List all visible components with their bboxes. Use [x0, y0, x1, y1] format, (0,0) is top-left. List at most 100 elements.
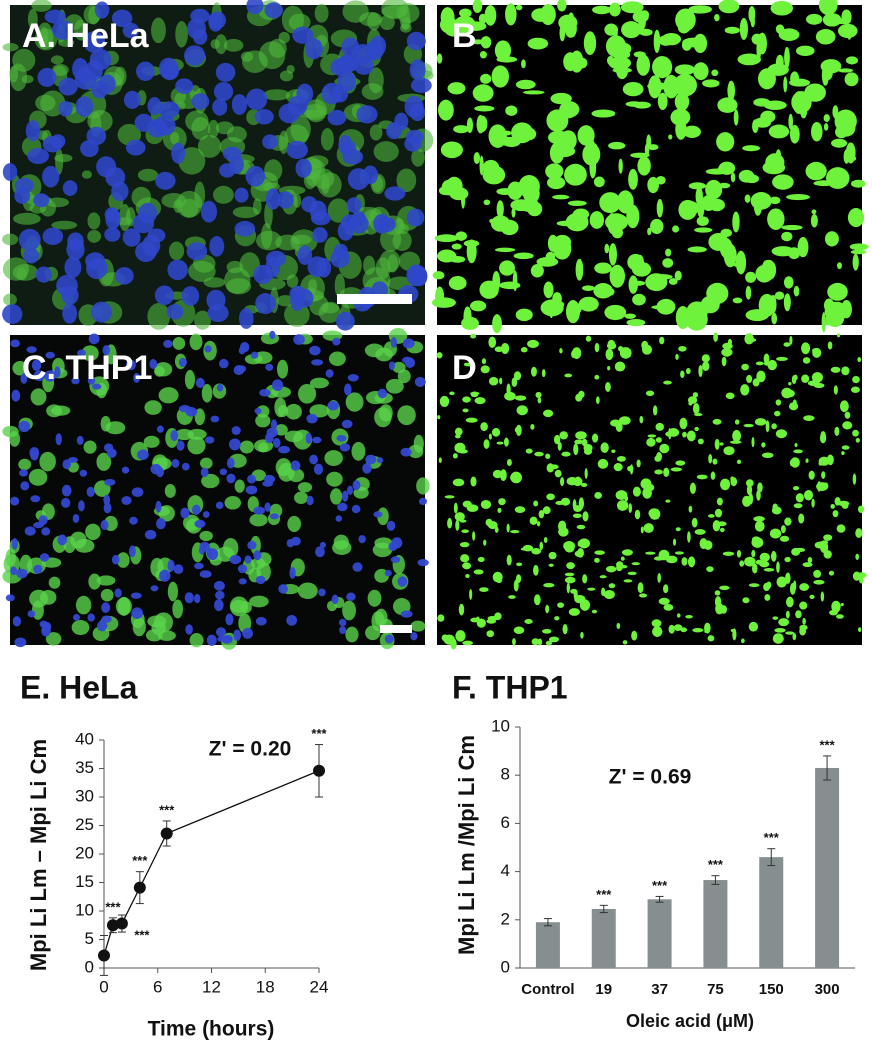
texture: [781, 224, 803, 231]
texture: [620, 556, 625, 561]
texture: [615, 490, 628, 501]
texture: [640, 478, 652, 490]
texture: [96, 620, 108, 632]
texture: [62, 180, 78, 196]
texture: [2, 425, 19, 438]
texture: [438, 99, 454, 121]
texture: [483, 539, 487, 546]
texture: [604, 23, 618, 36]
texture: [536, 256, 559, 267]
texture: [597, 458, 609, 469]
texture: [376, 457, 384, 464]
texture: [194, 310, 212, 330]
texture: [531, 638, 540, 646]
texture: [301, 196, 318, 213]
texture: [332, 540, 352, 555]
texture: [651, 619, 662, 628]
texture: [10, 496, 20, 506]
texture: [75, 595, 92, 615]
texture: [156, 425, 164, 433]
texture: [732, 211, 740, 233]
texture: [608, 583, 616, 589]
texture: [836, 524, 846, 533]
texture: [663, 604, 674, 611]
texture: [713, 332, 719, 342]
texture: [850, 249, 867, 255]
texture: [794, 442, 798, 448]
texture: [836, 333, 841, 338]
texture: [757, 68, 776, 90]
texture: [138, 202, 158, 224]
texture: [406, 208, 425, 227]
texture: [474, 397, 486, 405]
texture: [702, 79, 720, 88]
texture: [255, 616, 267, 626]
texture: [594, 492, 602, 499]
texture: [712, 418, 722, 425]
texture: [176, 440, 185, 451]
texture: [470, 333, 477, 339]
texture: [342, 600, 356, 621]
texture: [202, 511, 210, 518]
texture: [317, 172, 342, 198]
texture: [811, 498, 815, 508]
texture: [634, 509, 641, 520]
texture: [147, 97, 162, 116]
texture: [764, 594, 771, 601]
texture: [275, 234, 300, 251]
texture: [453, 125, 470, 134]
texture: [494, 247, 516, 253]
texture: [786, 193, 810, 201]
texture: [92, 383, 102, 390]
texture: [721, 356, 727, 367]
texture: [31, 600, 44, 620]
texture: [491, 427, 501, 437]
texture: [560, 477, 565, 487]
texture: [397, 576, 408, 587]
texture: [392, 361, 406, 374]
texture: [794, 547, 806, 552]
texture: [390, 556, 401, 564]
texture: [549, 142, 565, 164]
annotation: Z' = 0.69: [609, 766, 692, 789]
texture: [54, 153, 73, 163]
texture: [657, 92, 668, 111]
texture: [701, 361, 710, 372]
texture: [668, 134, 673, 140]
texture: [319, 541, 327, 548]
texture: [229, 554, 242, 565]
texture: [656, 198, 664, 218]
texture: [792, 633, 797, 641]
texture: [270, 419, 278, 431]
texture: [559, 101, 580, 118]
texture: [265, 363, 274, 371]
texture: [548, 130, 570, 145]
texture: [207, 119, 220, 138]
texture: [560, 497, 571, 506]
texture: [437, 415, 441, 420]
texture: [799, 624, 808, 631]
texture: [503, 437, 509, 447]
texture: [20, 481, 30, 491]
texture: [504, 391, 516, 401]
texture: [564, 373, 573, 378]
texture: [803, 490, 814, 501]
texture: [802, 562, 813, 568]
texture: [541, 369, 546, 378]
x-tick-label: 37: [651, 981, 668, 998]
texture: [566, 582, 570, 594]
texture: [762, 452, 774, 459]
texture: [25, 120, 41, 142]
texture: [121, 496, 132, 505]
texture: [818, 461, 823, 466]
texture: [244, 353, 263, 365]
texture: [682, 431, 687, 438]
texture: [309, 454, 319, 465]
texture: [102, 345, 110, 356]
texture: [367, 12, 381, 31]
texture: [436, 352, 443, 359]
texture: [803, 415, 815, 422]
texture: [242, 627, 253, 639]
texture: [208, 14, 223, 32]
texture: [808, 470, 815, 480]
